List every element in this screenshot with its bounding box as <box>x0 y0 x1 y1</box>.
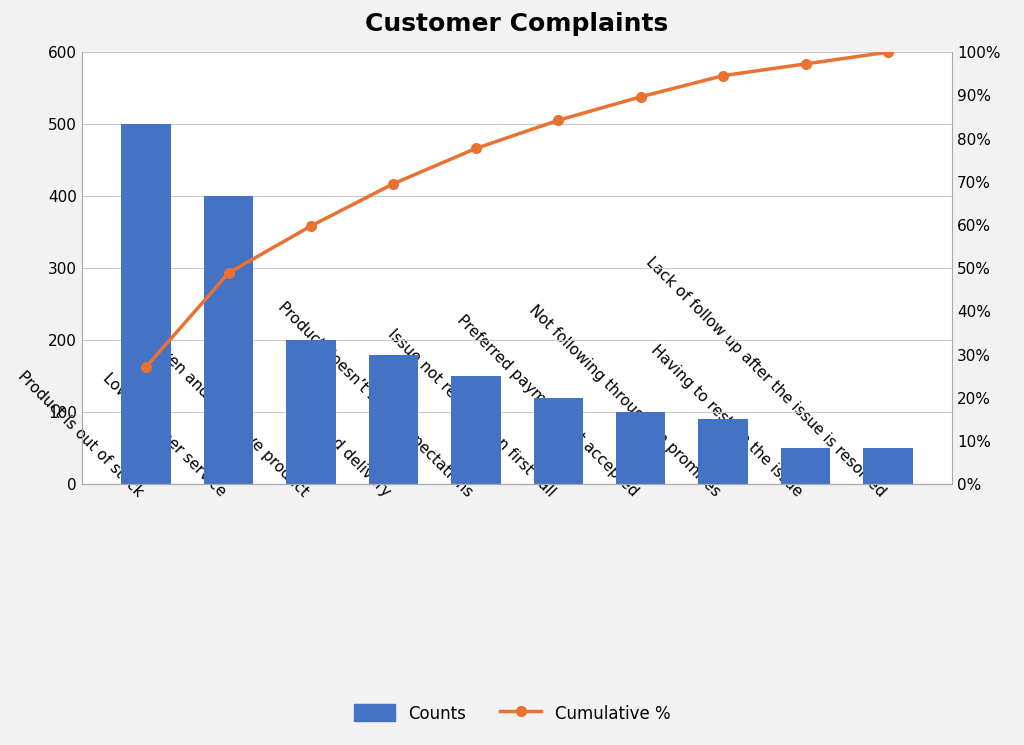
Bar <box>781 448 830 484</box>
Bar <box>452 376 501 484</box>
Bar <box>698 419 748 484</box>
Bar <box>616 412 666 484</box>
Bar <box>287 340 336 484</box>
Bar <box>204 196 253 484</box>
Title: Customer Complaints: Customer Complaints <box>366 13 669 37</box>
Legend: Counts, Cumulative %: Counts, Cumulative % <box>347 698 677 729</box>
Bar <box>534 398 583 484</box>
Bar <box>369 355 418 484</box>
Bar <box>122 124 171 484</box>
Bar <box>863 448 912 484</box>
